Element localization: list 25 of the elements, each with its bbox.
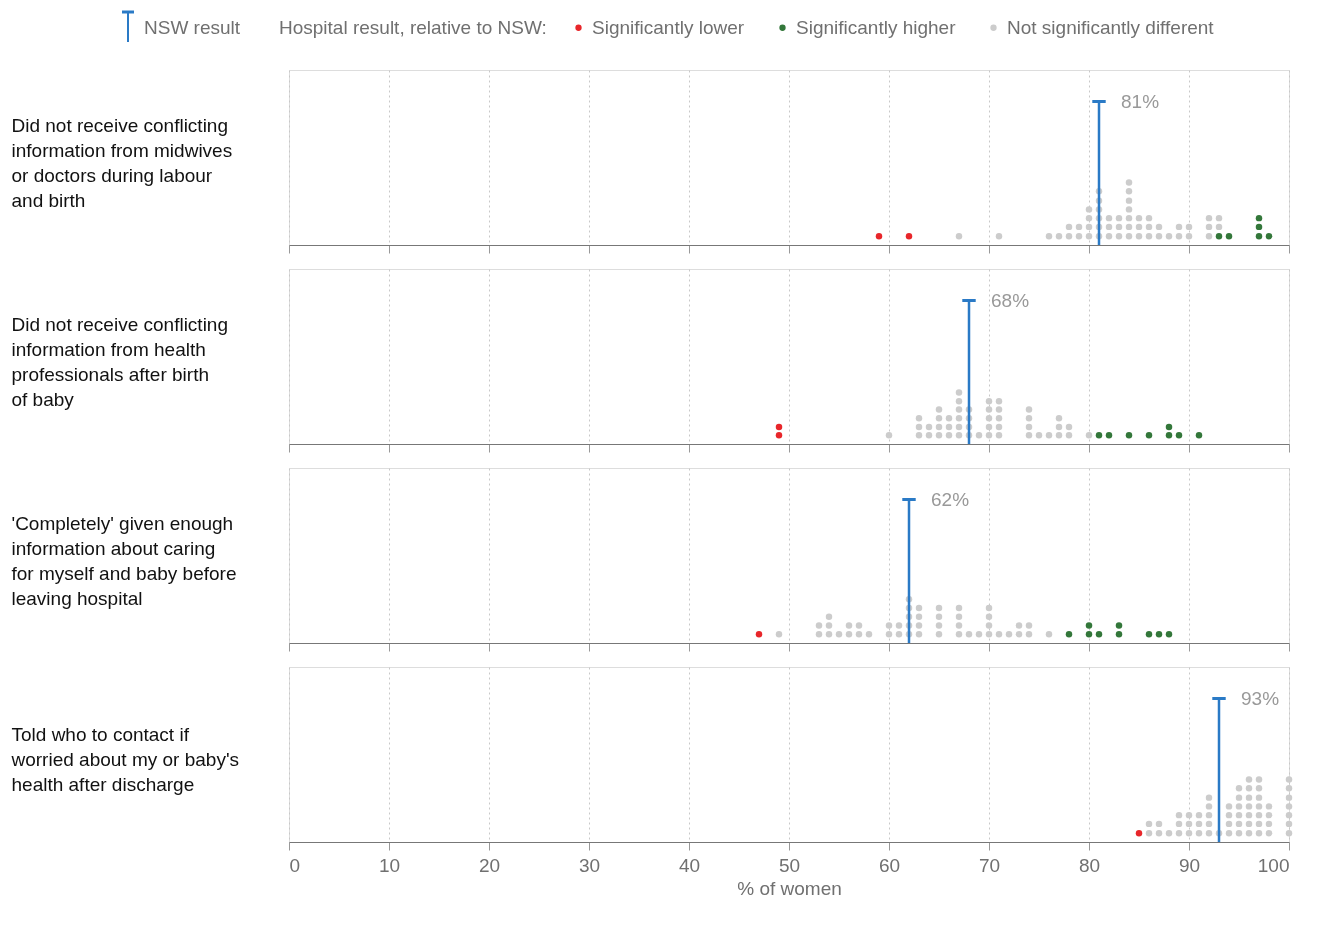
y-axis-title: Told who to contact if worried about my or baby's health after discharge [10, 724, 240, 796]
x-tick-label: 0 [289, 854, 301, 876]
legend-label: Significantly higher [796, 16, 957, 38]
x-tick-label: 40 [678, 854, 701, 876]
x-tick-label: 100 [1257, 854, 1290, 876]
x-tick-label: 50 [778, 854, 801, 876]
ref-line-label: 62% [931, 488, 970, 510]
ref-line-label: 68% [991, 289, 1030, 311]
x-axis-title: % of women [737, 877, 842, 899]
legend-title: Hospital result, relative to NSW: [279, 17, 547, 38]
text: NSW result [144, 17, 241, 38]
x-tick-label: 20 [478, 854, 501, 876]
legend-label: Significantly lower [592, 16, 745, 38]
x-tick-label: 80 [1078, 854, 1101, 876]
legend-label: Not significantly different [1007, 16, 1215, 38]
y-axis-title: 'Completely' given enough information about caring for myself and baby before leaving hospital [11, 512, 237, 609]
x-tick-label: 30 [578, 854, 601, 876]
x-tick-label: 60 [878, 854, 901, 876]
ref-line-label: 93% [1241, 687, 1280, 709]
y-axis-title: Did not receive conflicting information from health professionals after birth of baby [11, 313, 228, 410]
y-axis-title: Did not receive conflicting information from midwives or doctors during labour and birth [11, 114, 233, 211]
x-tick-label: 90 [1178, 854, 1201, 876]
x-tick-label: 70 [978, 854, 1001, 876]
x-tick-label: 10 [378, 854, 401, 876]
ref-line-label: 81% [1121, 90, 1160, 112]
